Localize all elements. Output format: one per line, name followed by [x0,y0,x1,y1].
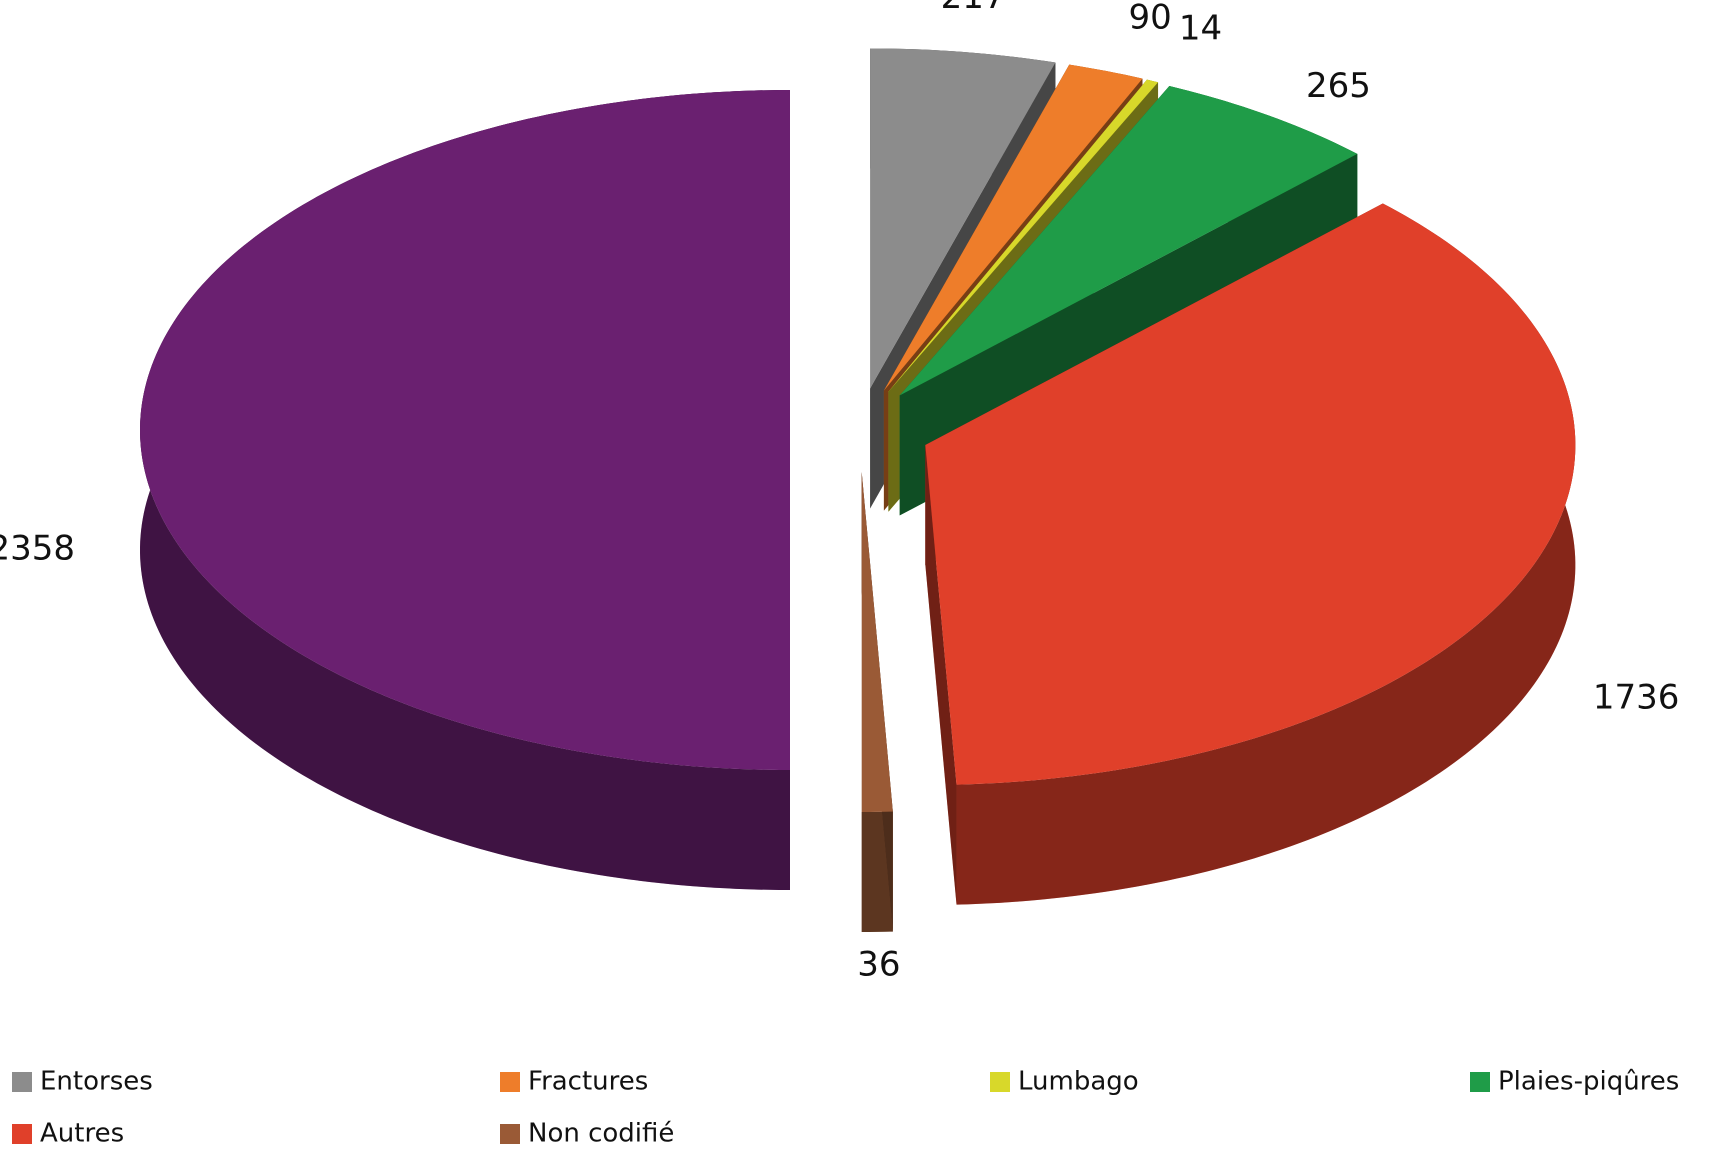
data-label: 217 [941,0,1006,17]
slice [883,64,1143,391]
legend-label: Plaies-piqûres [1498,1067,1679,1097]
legend-swatch [12,1124,32,1144]
data-label: 1736 [1593,678,1680,718]
slice [925,203,1576,785]
legend-label: Entorses [40,1067,153,1097]
data-label: 2358 [0,529,75,569]
slice [888,79,1159,392]
data-label: 265 [1306,66,1371,106]
legend-swatch [500,1072,520,1092]
legend-label: Non codifié [528,1119,674,1149]
slice-wall-shade [925,445,957,905]
slice-tops [140,48,1576,812]
legend-swatch [500,1124,520,1144]
data-label: 36 [857,944,900,984]
slice [870,48,1056,389]
legend-label: Lumbago [1018,1067,1139,1097]
slice-side [956,203,1576,905]
data-label: 14 [1179,8,1222,48]
legend-swatch [12,1072,32,1092]
slice [140,90,790,770]
legend-label: Fractures [528,1067,648,1097]
slice [861,471,893,812]
slice-side-shade [956,203,1576,905]
legend-swatch [990,1072,1010,1092]
legend-swatch [1470,1072,1490,1092]
legend-label: Autres [40,1119,124,1149]
slice [899,86,1358,396]
data-label: 90 [1128,0,1171,38]
